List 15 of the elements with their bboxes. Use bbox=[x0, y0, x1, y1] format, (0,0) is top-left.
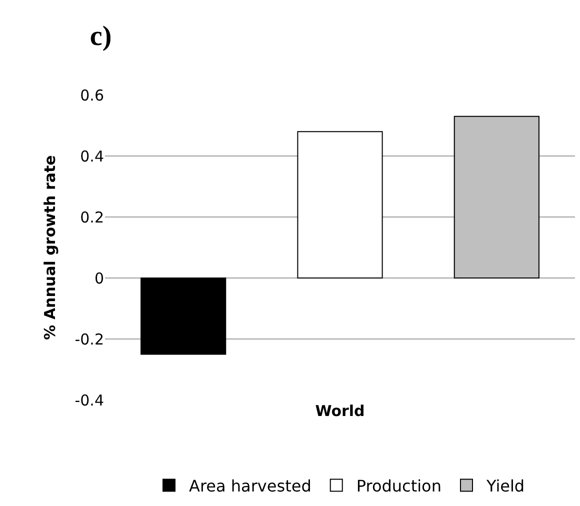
bar bbox=[297, 131, 383, 278]
legend-label: Area harvested bbox=[189, 476, 312, 496]
y-tick-label: 0.2 bbox=[80, 208, 104, 226]
y-tick-label: 0 bbox=[94, 269, 104, 288]
legend-label: Yield bbox=[485, 476, 525, 496]
y-tick-label: 0.6 bbox=[80, 86, 104, 104]
y-tick-label: 0.4 bbox=[80, 147, 104, 166]
y-tick-label: -0.4 bbox=[74, 391, 104, 410]
bar bbox=[140, 278, 226, 355]
y-axis-title: % Annual growth rate bbox=[40, 155, 59, 340]
legend-label: Production bbox=[356, 476, 442, 496]
x-axis-title: World bbox=[315, 402, 365, 420]
chart-title: c) bbox=[90, 20, 112, 52]
bar bbox=[454, 116, 540, 278]
y-tick-label: -0.2 bbox=[74, 330, 104, 348]
